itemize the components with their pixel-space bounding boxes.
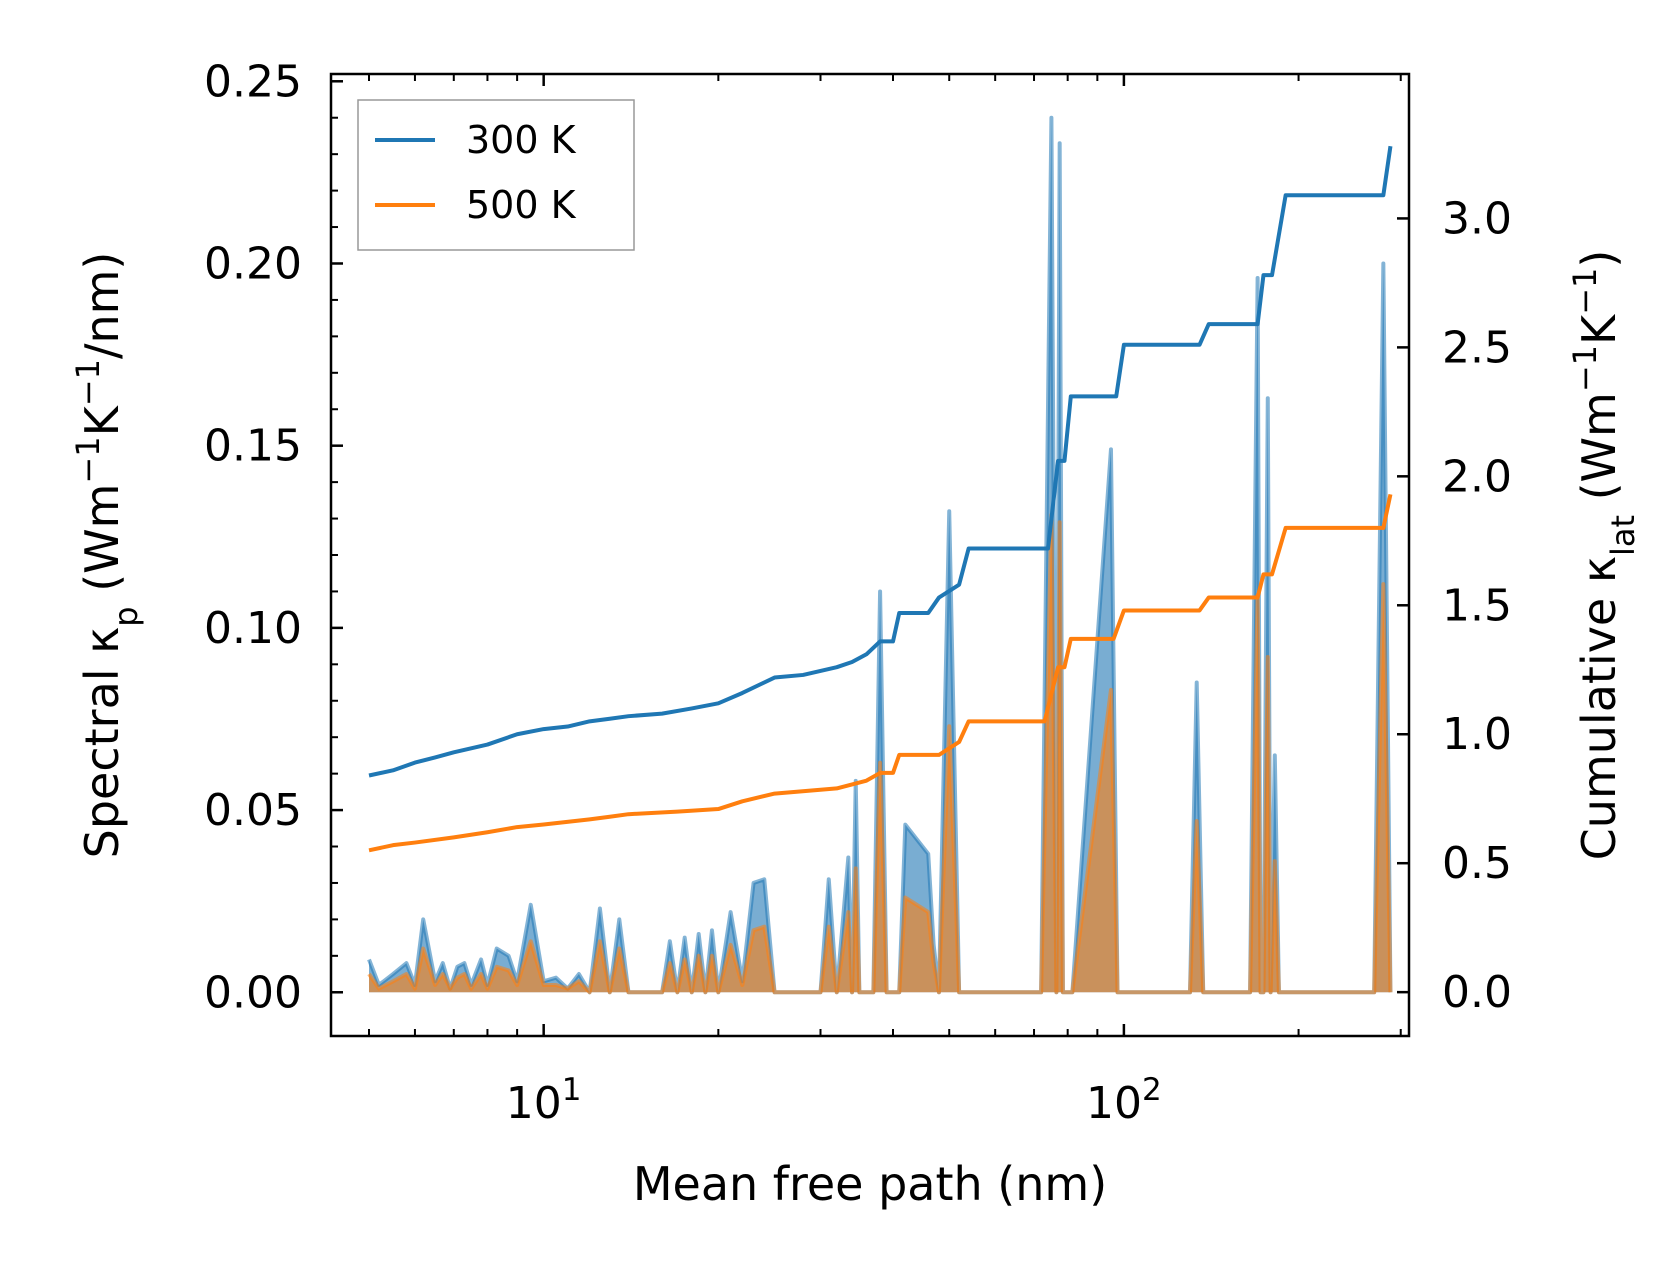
right-y-tick-label: 2.5 [1442, 322, 1512, 373]
left-y-tick-label: 0.15 [204, 421, 302, 472]
x-tick-label: 101 [506, 1072, 582, 1129]
right-y-tick-label: 0.0 [1442, 967, 1512, 1018]
line-layer [368, 145, 1393, 853]
right-y-axis-title: Cumulative κlat (Wm−1K−1) [1566, 250, 1642, 861]
spectral-fill-layer [367, 115, 1393, 995]
left-y-tick-label: 0.00 [204, 967, 302, 1018]
left-y-tick-label: 0.05 [204, 785, 302, 836]
right-y-tick-label: 0.5 [1442, 838, 1512, 889]
spectral-area-500k [369, 514, 1391, 993]
cumulative-line-300k [368, 145, 1393, 778]
left-y-tick-label: 0.20 [204, 238, 302, 289]
left-y-axis-title: Spectral κp (Wm−1K−1/nm) [69, 252, 145, 859]
right-y-tick-label: 1.0 [1442, 709, 1512, 760]
right-y-tick-label: 1.5 [1442, 580, 1512, 631]
legend-label-300k: 300 K [466, 118, 577, 162]
x-tick-label: 102 [1086, 1072, 1162, 1129]
left-y-tick-label: 0.25 [204, 56, 302, 107]
right-y-tick-label: 3.0 [1442, 193, 1512, 244]
tick-layer: 101 102 0.00 0.05 0.10 0.15 0.20 0.25 0.0 0.5 1.0 1… [204, 56, 1512, 1129]
legend-label-500k: 500 K [466, 183, 577, 227]
legend: 300 K 500 K [357, 99, 635, 251]
x-axis-title: Mean free path (nm) [633, 1157, 1107, 1211]
right-y-tick-label: 2.0 [1442, 451, 1512, 502]
spectral-line-500k [367, 512, 1393, 995]
cumulative-line-500k [368, 493, 1393, 853]
left-y-tick-label: 0.10 [204, 603, 302, 654]
spectral-line-300k [367, 115, 1393, 995]
legend-box [357, 99, 635, 251]
